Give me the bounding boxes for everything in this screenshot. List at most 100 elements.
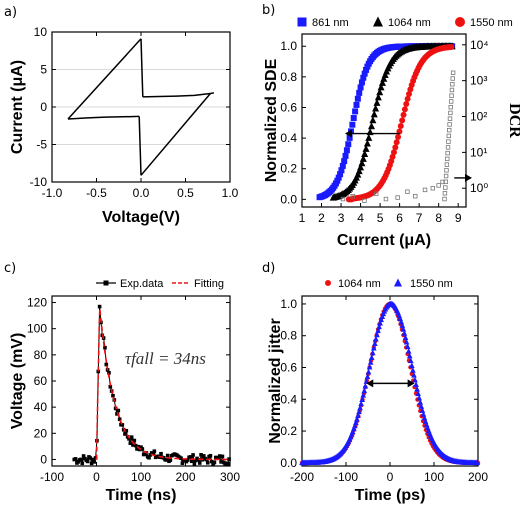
data-point-c-exp bbox=[208, 453, 213, 458]
y-tick-label-b: 0.6 bbox=[280, 100, 297, 114]
y-tick-label-c: 20 bbox=[34, 426, 48, 440]
data-point-c-exp bbox=[191, 453, 195, 457]
data-point-d-1 bbox=[400, 326, 407, 332]
data-point-b-dcr bbox=[450, 70, 456, 75]
series-line-a bbox=[140, 38, 144, 97]
data-point-d-1 bbox=[357, 404, 363, 411]
data-point-d-1 bbox=[419, 407, 426, 413]
data-point-b-1 bbox=[357, 163, 365, 171]
data-point-b-dcr bbox=[447, 122, 452, 127]
data-point-legend-b-2 bbox=[455, 17, 465, 27]
data-point-d-1 bbox=[359, 396, 365, 402]
data-point-c-exp bbox=[140, 447, 145, 451]
x-tick-label-a: -1.0 bbox=[42, 186, 63, 200]
data-point-d-1 bbox=[420, 411, 427, 417]
panel-label-a: a) bbox=[4, 5, 17, 20]
data-point-b-1 bbox=[374, 93, 382, 101]
data-point-c-exp bbox=[120, 423, 125, 427]
x-tick-label-b: 5 bbox=[377, 211, 384, 225]
data-point-b-0 bbox=[341, 158, 348, 165]
data-point-d-1 bbox=[352, 422, 358, 429]
data-point-b-2 bbox=[401, 106, 408, 113]
data-point-c-exp bbox=[76, 460, 81, 464]
x-tick-label-b: 8 bbox=[435, 211, 442, 225]
y-tick-label-a: -10 bbox=[30, 175, 48, 189]
data-point-legend-b-1 bbox=[373, 16, 383, 27]
y-tick-label-c: 100 bbox=[27, 322, 47, 336]
data-point-b-0 bbox=[342, 152, 349, 159]
data-point-b-dcr bbox=[449, 87, 455, 93]
data-point-c-exp bbox=[180, 461, 185, 465]
data-point-c-exp bbox=[107, 370, 111, 375]
data-point-d-1 bbox=[361, 387, 368, 394]
y-tick-label-a: 0 bbox=[40, 100, 47, 114]
data-point-c-exp bbox=[179, 456, 183, 461]
x-tick-label-c: 100 bbox=[131, 470, 151, 484]
data-point-c-exp bbox=[197, 461, 202, 465]
data-point-c-exp bbox=[115, 412, 119, 416]
data-point-c-exp bbox=[139, 445, 143, 449]
axes-frame-d bbox=[301, 295, 479, 467]
data-point-b-0 bbox=[346, 134, 353, 141]
y-tick-label-d: 0.8 bbox=[280, 329, 297, 343]
y-axis-label-b: Normalized SDE bbox=[263, 58, 280, 182]
data-point-b-2 bbox=[397, 122, 404, 129]
data-point-d-1 bbox=[402, 334, 409, 341]
data-point-d-1 bbox=[367, 359, 374, 365]
data-point-b-0 bbox=[356, 89, 363, 96]
data-point-c-exp bbox=[127, 437, 131, 441]
x-tick-label-b: 6 bbox=[396, 211, 403, 225]
y-tick-label-a: 10 bbox=[34, 25, 48, 39]
y-tick-label-b: 0.2 bbox=[280, 162, 297, 176]
x-axis-label-c: Time (ns) bbox=[106, 487, 177, 504]
y2-tick-label-b: 10¹ bbox=[470, 145, 487, 159]
data-point-b-1 bbox=[378, 78, 386, 86]
data-point-b-dcr bbox=[446, 139, 451, 144]
series-line-a bbox=[67, 115, 140, 120]
data-point-d-1 bbox=[369, 349, 376, 356]
data-point-d-1 bbox=[365, 368, 372, 375]
chart-c-pulse: -100 0 100 200 300 0 20 40 60 80 100 120 Time (ns) Vo… bbox=[9, 278, 240, 504]
data-point-c-exp bbox=[185, 458, 190, 462]
data-point-c-exp bbox=[219, 460, 223, 464]
data-point-b-0 bbox=[353, 101, 360, 108]
data-point-d-1 bbox=[416, 394, 423, 401]
data-point-b-0 bbox=[358, 79, 365, 86]
data-point-c-exp bbox=[80, 461, 85, 466]
x-tick-label-c: 0 bbox=[93, 470, 100, 484]
panel-label-c: c) bbox=[4, 261, 16, 276]
y-tick-label-d: 1.0 bbox=[280, 297, 297, 311]
data-point-b-0 bbox=[363, 66, 370, 73]
fwhm-arrow-head-right-d bbox=[407, 379, 415, 388]
data-point-b-dcr bbox=[450, 82, 455, 87]
data-point-b-0 bbox=[357, 84, 364, 91]
data-point-b-dcr bbox=[443, 173, 449, 179]
y-tick-label-b: 1.0 bbox=[280, 39, 297, 53]
data-point-b-1 bbox=[372, 104, 380, 112]
data-point-legend-b-0 bbox=[297, 17, 307, 27]
y2-tick-label-b: 10³ bbox=[470, 74, 487, 88]
data-point-b-0 bbox=[350, 115, 357, 122]
series-line-a bbox=[67, 38, 142, 120]
data-point-d-1 bbox=[371, 344, 377, 351]
data-point-d-1 bbox=[409, 362, 415, 368]
data-point-b-1 bbox=[369, 116, 377, 124]
data-point-c-exp bbox=[88, 456, 93, 460]
data-point-legend-c-exp bbox=[103, 280, 109, 286]
x-tick-label-b: 2 bbox=[318, 211, 325, 225]
data-point-b-2 bbox=[395, 133, 402, 140]
data-point-b-1 bbox=[361, 150, 369, 158]
y-tick-label-c: 40 bbox=[34, 400, 48, 414]
data-point-b-dcr bbox=[445, 150, 450, 156]
data-point-b-2 bbox=[399, 117, 406, 124]
data-point-c-exp bbox=[164, 458, 169, 462]
data-point-d-1 bbox=[406, 352, 413, 359]
data-point-b-0 bbox=[349, 121, 356, 128]
data-point-c-exp bbox=[116, 408, 121, 413]
data-point-d-1 bbox=[407, 357, 414, 364]
data-point-d-1 bbox=[415, 390, 421, 397]
data-point-c-exp bbox=[131, 443, 135, 447]
data-point-d-1 bbox=[375, 327, 381, 334]
legend-label-c: Exp.data bbox=[120, 278, 164, 290]
legend-label-d: 1064 nm bbox=[338, 278, 381, 290]
